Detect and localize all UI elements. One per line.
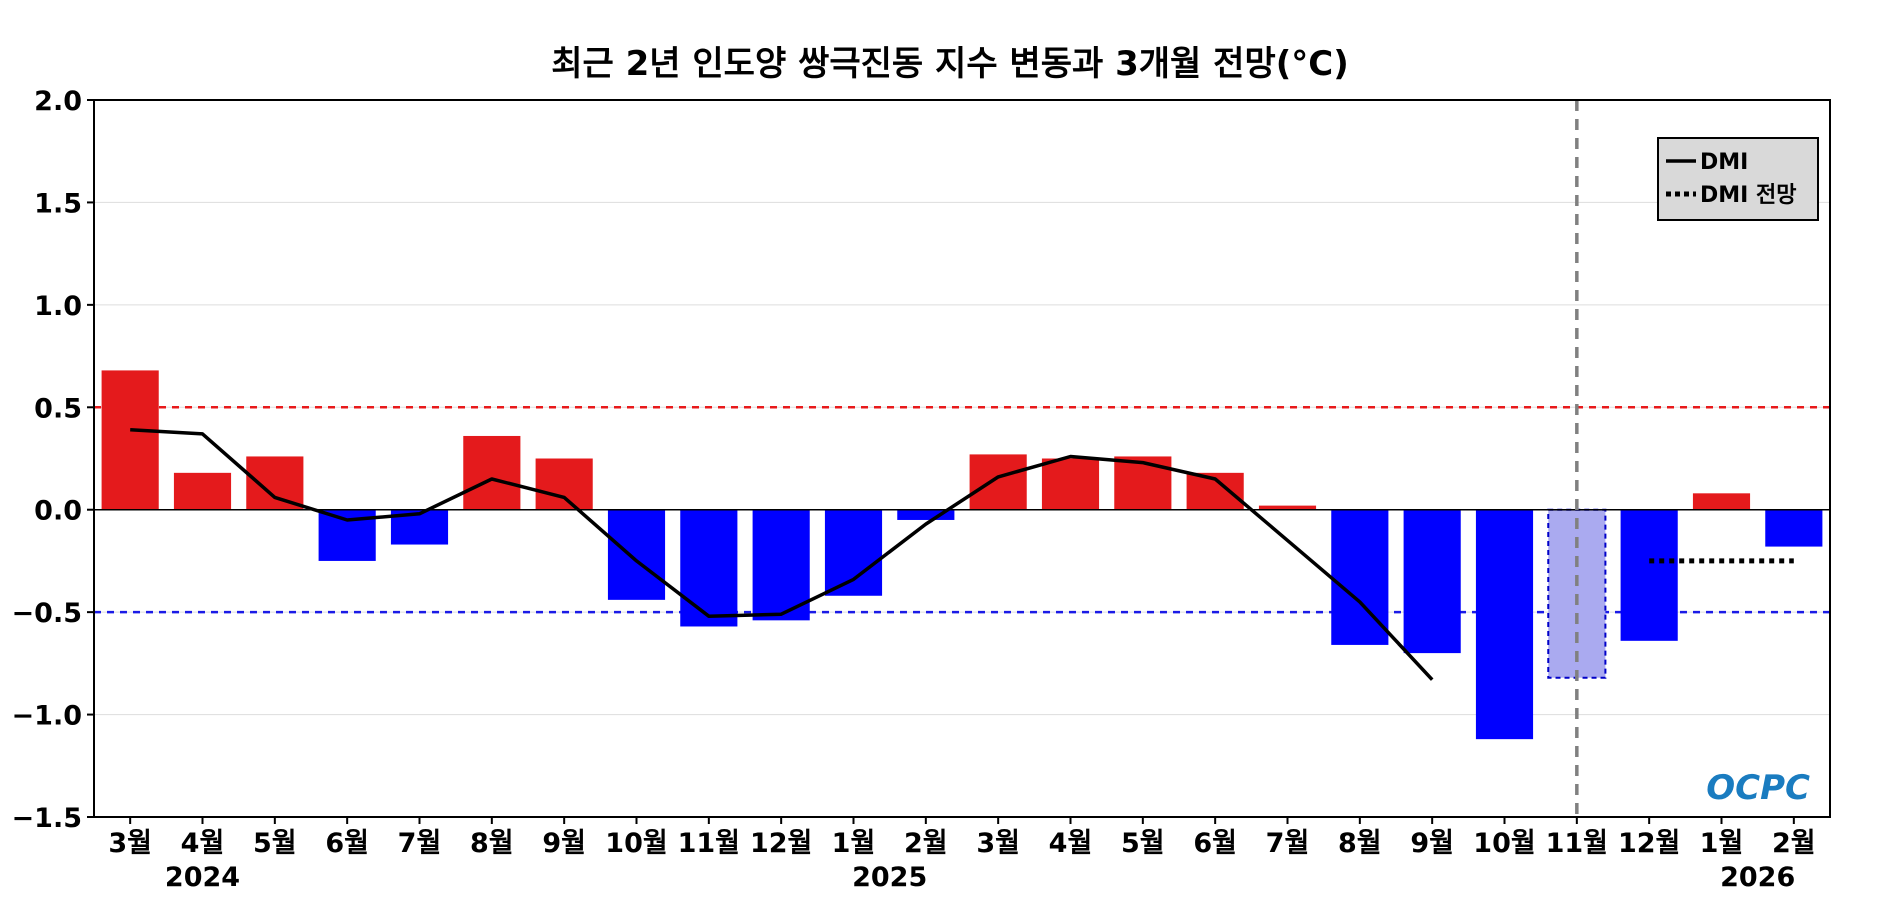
y-tick-label: −1.0 — [12, 701, 82, 732]
bar — [1041, 458, 1100, 510]
bar — [752, 509, 810, 621]
bar — [1403, 509, 1461, 654]
bar — [680, 509, 738, 627]
x-tick-label: 4월 — [181, 828, 225, 859]
x-tick-label: 5월 — [253, 828, 297, 859]
x-tick-label: 4월 — [1049, 828, 1093, 859]
bar — [897, 509, 955, 520]
plot-area: 2.0 1.5 1.0 0.5 0.0 −0.5 −1.0 −1.5 3월 4월 5월 6월 7월 8월 9… — [12, 86, 1831, 893]
x-tick-label: 8월 — [470, 828, 514, 859]
bar — [1765, 509, 1823, 547]
x-tick-label: 9월 — [1410, 828, 1454, 859]
x-tick-label: 1월 — [832, 828, 876, 859]
bar — [607, 509, 666, 600]
bar — [1620, 509, 1678, 641]
plot-border — [93, 99, 1831, 818]
y-tick-label: 2.0 — [34, 86, 82, 117]
year-label: 2026 — [1720, 862, 1795, 893]
x-tick-label: 8월 — [1338, 828, 1382, 859]
x-tick-label: 12월 — [1618, 828, 1680, 859]
x-tick-label: 7월 — [1266, 828, 1310, 859]
x-tick-label: 10월 — [1473, 828, 1535, 859]
legend-label: DMI — [1700, 150, 1748, 175]
y-tick-label: −0.5 — [12, 598, 82, 629]
y-tick-label: 0.0 — [34, 496, 82, 527]
x-tick-label: 3월 — [976, 828, 1020, 859]
y-tick-label: −1.5 — [12, 803, 82, 834]
legend-label: DMI 전망 — [1700, 183, 1796, 208]
bar — [463, 435, 521, 510]
x-tick-label: 2월 — [1772, 828, 1816, 859]
x-tick-label: 6월 — [1193, 828, 1237, 859]
bar — [824, 509, 883, 596]
bar — [1692, 493, 1751, 510]
year-label: 2024 — [165, 862, 240, 893]
x-tick-label: 10월 — [605, 828, 667, 859]
y-tick-label: 0.5 — [34, 393, 82, 424]
x-tick-label: 11월 — [678, 828, 740, 859]
bar — [173, 472, 232, 510]
x-tick-label: 7월 — [398, 828, 442, 859]
legend-box — [1657, 137, 1819, 221]
bar — [1114, 456, 1172, 510]
y-tick-label: 1.5 — [34, 188, 82, 219]
bar — [969, 454, 1027, 510]
x-tick-label: 3월 — [108, 828, 152, 859]
x-tick-label: 6월 — [325, 828, 369, 859]
legend: DMI DMI 전망 — [1657, 137, 1819, 221]
bar — [246, 456, 304, 510]
y-tick-label: 1.0 — [34, 291, 82, 322]
x-tick-label: 12월 — [750, 828, 812, 859]
x-tick-label: 5월 — [1121, 828, 1165, 859]
x-tick-label: 11월 — [1546, 828, 1608, 859]
year-label: 2025 — [852, 862, 927, 893]
ocpc-logo: OCPC — [1706, 768, 1810, 808]
x-tick-label: 9월 — [542, 828, 586, 859]
bar — [535, 458, 593, 510]
x-tick-label: 2월 — [904, 828, 948, 859]
bar — [1258, 505, 1317, 510]
bar — [101, 370, 159, 510]
x-tick-label: 1월 — [1700, 828, 1744, 859]
bar — [1475, 509, 1534, 740]
series-line-dmi — [130, 428, 1434, 681]
chart-title: 최근 2년 인도양 쌍극진동 지수 변동과 3개월 전망(°C) — [551, 44, 1349, 84]
